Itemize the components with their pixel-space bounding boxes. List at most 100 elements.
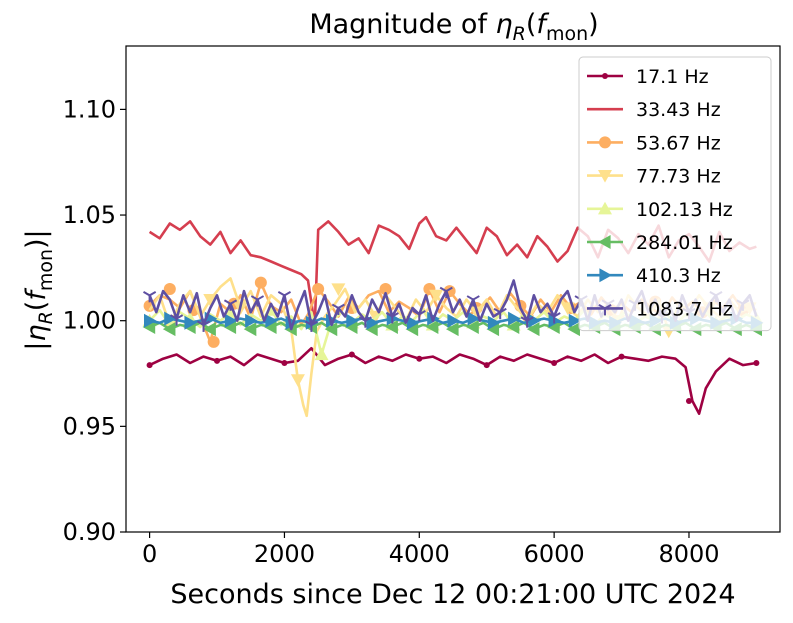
- data-point: [344, 320, 358, 335]
- title-argsub: mon: [546, 23, 588, 45]
- legend-label: 410.3 Hz: [636, 265, 721, 287]
- x-tick-label: 2000: [254, 540, 315, 568]
- legend-label: 1083.7 Hz: [636, 298, 733, 320]
- data-point: [184, 315, 198, 330]
- data-point: [243, 322, 257, 337]
- legend-item: 33.43 Hz: [587, 99, 721, 121]
- data-point: [487, 315, 501, 330]
- legend-item: 410.3 Hz: [587, 265, 721, 287]
- data-point: [439, 286, 453, 299]
- data-point: [312, 283, 325, 295]
- data-point: [250, 295, 265, 307]
- data-point: [143, 313, 157, 328]
- data-point: [379, 283, 392, 295]
- legend-marker: [598, 201, 612, 215]
- data-point: [406, 315, 420, 330]
- data-point: [164, 311, 177, 326]
- plot-frame: [125, 45, 781, 533]
- x-tick-label: 6000: [524, 540, 585, 568]
- data-point: [447, 313, 460, 328]
- data-point: [265, 313, 278, 328]
- data-point: [508, 311, 521, 326]
- data-point: [547, 320, 560, 335]
- data-point: [567, 322, 580, 337]
- legend-marker: [599, 268, 612, 283]
- data-point: [314, 347, 329, 361]
- x-tick-label: 8000: [658, 540, 719, 568]
- y-tick-label: 1.05: [63, 201, 116, 229]
- legend-item: 17.1 Hz: [587, 66, 709, 88]
- legend-item: 102.13 Hz: [587, 199, 733, 221]
- data-point: [281, 359, 288, 366]
- data-point: [506, 320, 520, 335]
- ylabel-argsub: mon: [35, 249, 57, 291]
- legend-box: [578, 56, 772, 332]
- legend-item: 1083.7 Hz: [587, 298, 733, 320]
- series-17-1-hz: [146, 346, 760, 416]
- legend-label: 77.73 Hz: [636, 166, 721, 188]
- series-1083-7-hz: [143, 279, 758, 332]
- legend-label: 284.01 Hz: [636, 232, 733, 254]
- data-point: [753, 359, 760, 366]
- data-point: [245, 313, 258, 328]
- data-point: [493, 307, 507, 320]
- data-point: [365, 322, 378, 337]
- data-point: [685, 397, 692, 404]
- legend-item: 284.01 Hz: [587, 232, 733, 254]
- chart-title: Magnitude of ηR(fmon): [309, 9, 598, 45]
- y-tick-label: 0.95: [63, 412, 116, 440]
- data-point: [143, 290, 157, 303]
- legend-item: 77.73 Hz: [587, 166, 721, 188]
- data-point: [169, 314, 184, 326]
- data-point: [146, 362, 153, 369]
- data-point: [547, 312, 561, 324]
- data-point: [203, 322, 216, 337]
- data-point: [263, 320, 277, 335]
- data-point: [466, 320, 479, 335]
- title-prefix: Magnitude of: [309, 9, 495, 40]
- legend-label: 102.13 Hz: [636, 199, 733, 221]
- data-point: [618, 353, 625, 360]
- y-tick-label: 0.90: [63, 518, 116, 546]
- title-sub: R: [513, 23, 526, 45]
- legend-item: 53.67 Hz: [587, 132, 721, 154]
- data-point: [277, 290, 292, 303]
- series-line: [149, 346, 757, 416]
- legend-label: 53.67 Hz: [636, 132, 721, 154]
- data-point: [483, 362, 490, 369]
- y-tick-label: 1.10: [63, 95, 116, 123]
- data-point: [224, 313, 238, 328]
- data-point: [203, 293, 218, 307]
- data-point: [290, 374, 305, 387]
- data-point: [331, 283, 346, 296]
- data-point: [520, 316, 534, 328]
- data-point: [358, 316, 372, 328]
- data-point: [348, 351, 355, 358]
- data-point: [142, 320, 156, 335]
- axis-ticks: 0 2000 4000 6000 8000 0.90 0.95 1.00 1.05 1.10: [63, 95, 720, 568]
- legend-label: 33.43 Hz: [636, 99, 721, 121]
- data-point: [254, 276, 267, 289]
- data-point: [526, 322, 540, 337]
- legend-label: 17.1 Hz: [636, 66, 709, 88]
- data-point: [214, 357, 221, 364]
- data-point: [551, 359, 558, 366]
- data-point: [385, 320, 398, 335]
- data-point: [324, 322, 338, 337]
- x-tick-label: 4000: [389, 540, 450, 568]
- ylabel-var: η: [21, 324, 52, 341]
- data-point: [163, 283, 176, 295]
- legend-marker: [598, 170, 612, 183]
- data-point: [467, 311, 481, 326]
- legend-marker: [602, 73, 608, 79]
- data-point: [346, 313, 359, 328]
- x-axis-label: Seconds since Dec 12 00:21:00 UTC 2024: [170, 579, 735, 610]
- y-tick-label: 1.00: [63, 307, 116, 335]
- data-point: [568, 313, 582, 328]
- x-tick-label: 0: [142, 540, 157, 568]
- data-point: [162, 322, 176, 337]
- ylabel-sub: R: [35, 311, 57, 324]
- data-point: [405, 322, 419, 337]
- legend: 17.1 Hz 33.43 Hz 53.67 Hz 77.73 Hz 102.13 Hz…: [578, 56, 772, 332]
